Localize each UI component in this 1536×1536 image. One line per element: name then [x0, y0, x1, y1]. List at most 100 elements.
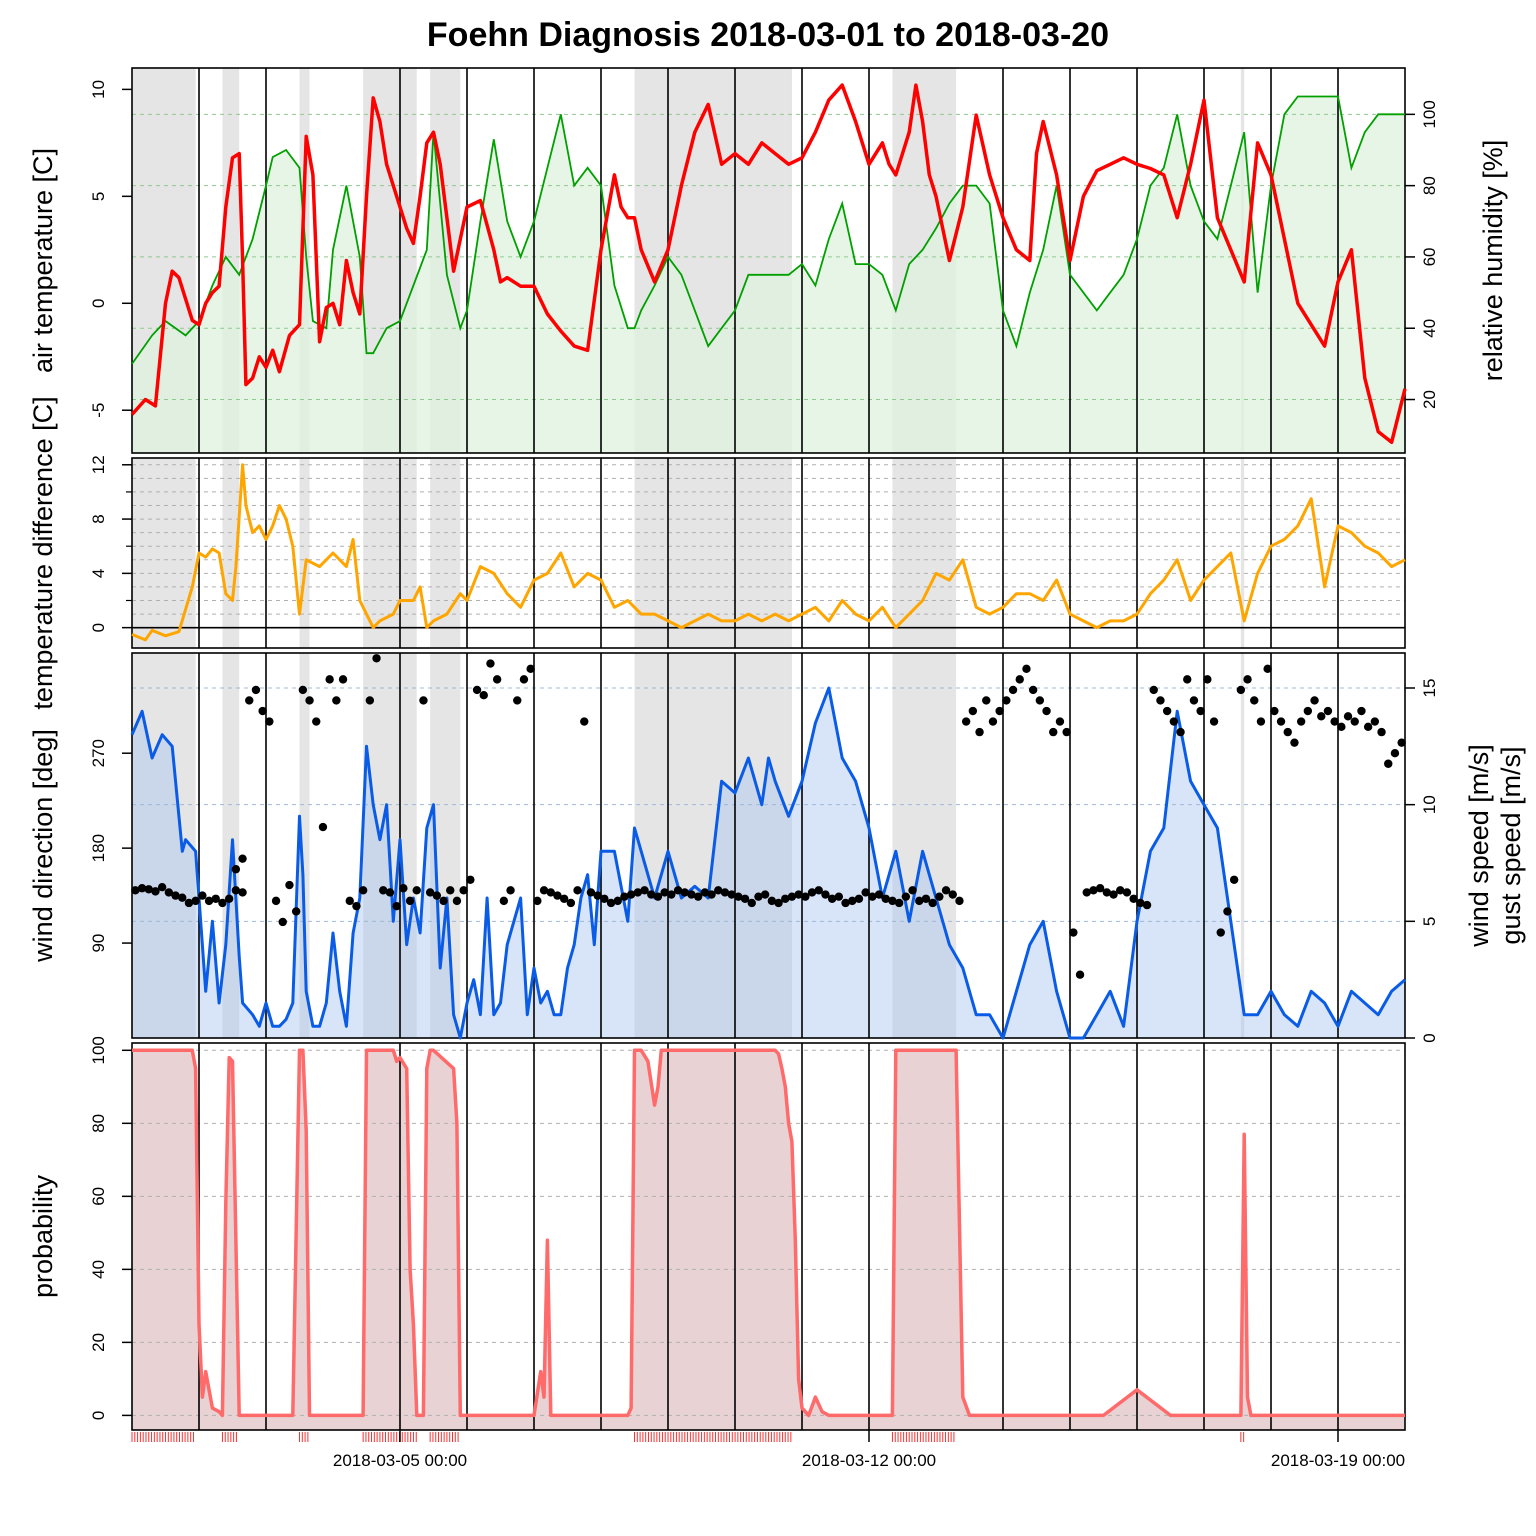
- probability-tick-label: 100: [89, 1036, 108, 1064]
- wind-direction-point: [1337, 722, 1346, 732]
- wind-direction-point: [841, 898, 850, 908]
- probability-area: [132, 1050, 1405, 1430]
- wind-direction-point: [915, 896, 924, 906]
- wind-direction-point: [1216, 928, 1225, 937]
- wind-direction-point: [1082, 888, 1091, 897]
- wind-direction-point: [1022, 664, 1031, 674]
- probability-tick-label: 80: [89, 1114, 108, 1133]
- foehn-period-shade: [132, 458, 196, 648]
- probability-axis-label: probability: [28, 1174, 58, 1298]
- wind-direction-point: [432, 891, 442, 900]
- x-tick-label: 2018-03-05 00:00: [333, 1451, 467, 1470]
- wind-direction-point: [526, 664, 535, 674]
- wind-speed-tick-label: 5: [1420, 917, 1439, 926]
- wind-direction-point: [1209, 717, 1219, 726]
- panel-frame: [131, 652, 1406, 1039]
- x-tick-label: 2018-03-19 00:00: [1271, 1451, 1405, 1470]
- wind-direction-point: [667, 890, 676, 899]
- wind-direction-point: [412, 886, 421, 895]
- panel-frame: [131, 457, 1406, 649]
- wind-direction-point: [399, 884, 408, 893]
- wind-direction-point: [908, 886, 917, 895]
- wind-direction-tick-label: 90: [89, 934, 108, 953]
- wind-direction-point: [231, 865, 241, 874]
- wind-direction-point: [834, 892, 844, 901]
- wind-direction-point: [1089, 886, 1098, 895]
- wind-direction-point: [1283, 727, 1292, 737]
- foehn-period-shade: [299, 458, 310, 648]
- wind-direction-point: [238, 854, 247, 863]
- wind-direction-point: [372, 654, 381, 663]
- wind-direction-tick-label: 270: [89, 739, 108, 767]
- wind-direction-point: [1203, 675, 1212, 684]
- wind-direction-point: [151, 887, 160, 896]
- wind-direction-point: [157, 882, 167, 892]
- wind-direction-point: [1390, 749, 1400, 758]
- wind-direction-point: [1116, 886, 1125, 895]
- wind-direction-point: [1109, 890, 1118, 899]
- wind-direction-point: [419, 696, 428, 705]
- wind-direction-point: [1035, 696, 1045, 705]
- temperature-tick-label: 10: [89, 80, 108, 99]
- wind-direction-point: [935, 892, 944, 901]
- wind-direction-point: [332, 696, 341, 705]
- wind-direction-point: [358, 886, 368, 895]
- wind-direction-point: [379, 886, 388, 895]
- wind-direction-point: [338, 675, 348, 684]
- wind-direction-point: [807, 888, 817, 897]
- wind-direction-point: [801, 892, 810, 901]
- probability-tick-label: 0: [89, 1411, 108, 1420]
- wind-direction-point: [452, 896, 462, 906]
- wind-direction-point: [754, 892, 763, 901]
- wind-direction-point: [352, 901, 361, 911]
- wind-direction-point: [198, 891, 207, 900]
- wind-direction-point: [405, 896, 415, 906]
- wind-direction-point: [955, 896, 964, 906]
- temperature-difference-tick-label: 8: [89, 514, 108, 523]
- wind-direction-point: [446, 886, 455, 895]
- temperature-difference-tick-label: 4: [89, 569, 108, 578]
- panel-frame: [131, 1042, 1406, 1431]
- probability-line: [132, 1048, 1405, 1418]
- wind-direction-point: [961, 717, 971, 726]
- wind-direction-point: [1008, 685, 1018, 695]
- wind-direction-point: [519, 675, 529, 684]
- wind-direction-point: [1397, 738, 1406, 747]
- wind-direction-point: [1069, 928, 1078, 937]
- wind-direction-point: [546, 888, 555, 897]
- wind-direction-point: [821, 890, 830, 899]
- wind-direction-point: [861, 888, 870, 897]
- temperature-tick-label: -5: [89, 403, 108, 418]
- wind-direction-point: [988, 717, 998, 726]
- wind-direction-point: [1303, 706, 1313, 716]
- wind-direction-point: [1062, 727, 1071, 737]
- wind-direction-point: [747, 898, 756, 908]
- wind-direction-point: [513, 696, 522, 705]
- foehn-period-shade: [299, 653, 310, 1038]
- wind-direction-point: [854, 894, 864, 903]
- foehn-period-shade: [634, 653, 786, 1038]
- temperature-line: [130, 83, 1407, 445]
- wind-direction-point: [1028, 685, 1038, 695]
- wind-direction-point: [137, 884, 147, 893]
- wind-direction-point: [680, 888, 689, 897]
- wind-direction-point: [1042, 706, 1051, 716]
- wind-direction-point: [1377, 727, 1386, 737]
- wind-direction-point: [760, 890, 770, 899]
- wind-direction-point: [238, 888, 247, 897]
- wind-direction-point: [191, 896, 200, 906]
- wind-direction-point: [720, 888, 730, 897]
- wind-direction-point: [1049, 727, 1058, 737]
- humidity-tick-label: 20: [1420, 390, 1439, 409]
- wind-direction-point: [184, 898, 194, 908]
- wind-direction-point: [218, 898, 227, 908]
- wind-direction-point: [881, 894, 890, 903]
- wind-speed-axis-label: wind speed [m/s]: [1464, 744, 1494, 948]
- wind-direction-point: [707, 890, 716, 899]
- wind-direction-point: [580, 717, 589, 726]
- wind-direction-point: [827, 894, 837, 903]
- wind-direction-point: [1055, 717, 1065, 726]
- foehn-period-shade: [1240, 458, 1245, 648]
- wind-direction-point: [593, 891, 602, 900]
- humidity-tick-label: 80: [1420, 176, 1439, 195]
